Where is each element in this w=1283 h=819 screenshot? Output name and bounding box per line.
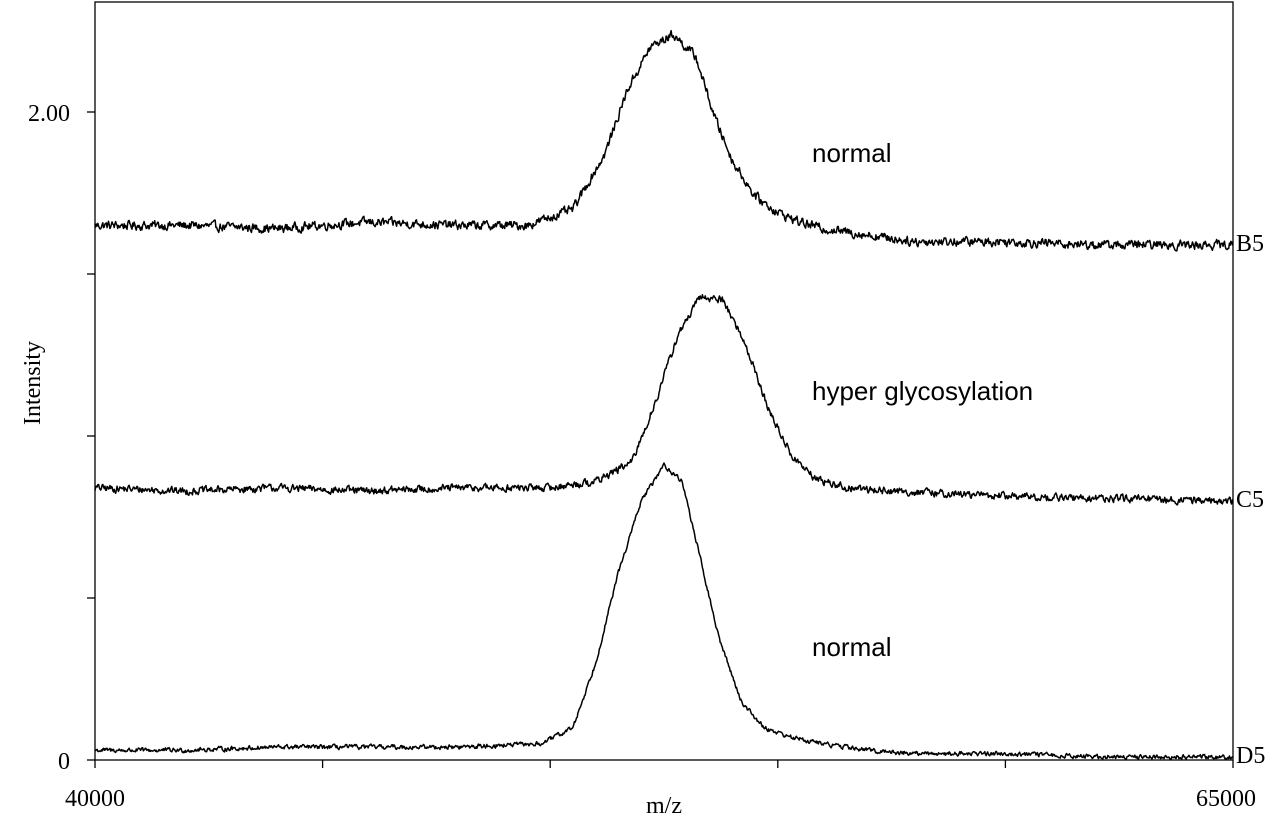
spectrum-line-b5 <box>94 29 1234 252</box>
ticks-layer <box>87 111 1234 768</box>
series-label-b5: B5 <box>1236 231 1264 257</box>
series-label-d5: D5 <box>1236 743 1265 769</box>
series-layer <box>94 29 1234 761</box>
x-tick-label-min: 40000 <box>65 786 125 812</box>
annotation-d5: normal <box>812 632 891 662</box>
labels-layer: B5 normal C5 hyper glycosylation D5 normal <box>812 138 1265 769</box>
plot-frame <box>94 1 1234 761</box>
annotation-c5: hyper glycosylation <box>812 376 1033 406</box>
y-axis-label: Intensity <box>20 341 46 425</box>
y-tick-label-max: 2.00 <box>28 101 70 127</box>
y-tick-label-min: 0 <box>58 749 70 775</box>
spectrum-line-c5 <box>94 294 1234 506</box>
series-label-c5: C5 <box>1236 487 1264 513</box>
annotation-b5: normal <box>812 138 891 168</box>
x-axis-label: m/z <box>646 793 682 819</box>
spectrum-line-d5 <box>94 462 1234 761</box>
x-tick-label-max: 65000 <box>1196 786 1256 812</box>
